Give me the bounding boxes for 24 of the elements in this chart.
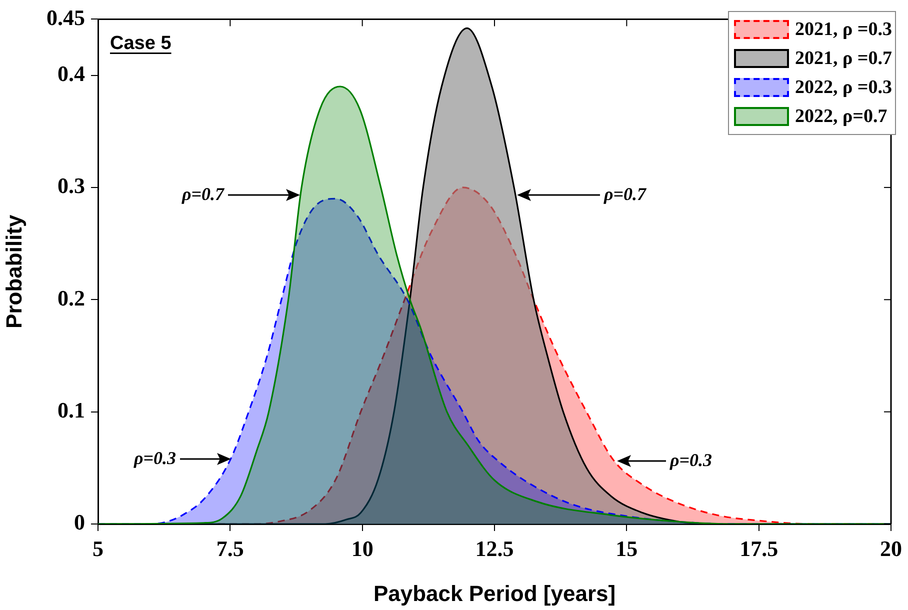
legend-label: 2022, ρ=0.7 <box>795 106 888 128</box>
legend-label: 2021, ρ =0.7 <box>795 48 892 70</box>
y-tick-label: 0 <box>74 510 85 535</box>
y-tick-label: 0.3 <box>58 173 85 198</box>
x-tick-label: 15 <box>616 536 638 561</box>
x-tick-label: 20 <box>880 536 902 561</box>
x-tick-label: 17.5 <box>740 536 778 561</box>
annotation: ρ=0.7 <box>182 184 224 204</box>
annotation: ρ=0.3 <box>134 448 176 468</box>
legend-label: 2021, ρ =0.3 <box>795 18 892 40</box>
y-tick-label: 0.45 <box>46 4 85 30</box>
annotation: Case 5 <box>110 33 172 54</box>
y-tick-label: 0.1 <box>58 398 85 423</box>
x-tick-label: 5 <box>92 536 104 561</box>
y-axis-title: Probability <box>1 214 26 328</box>
x-tick-label: 7.5 <box>216 536 244 561</box>
annotation: ρ=0.3 <box>670 450 712 470</box>
x-tick-label: 12.5 <box>475 536 514 561</box>
x-tick-label: 10 <box>351 536 374 561</box>
y-tick-label: 0.4 <box>58 60 85 86</box>
x-axis-title: Payback Period [years] <box>373 580 616 606</box>
y-tick-label: 0.2 <box>58 285 85 310</box>
annotation: ρ=0.7 <box>604 184 646 204</box>
legend-label: 2022, ρ =0.3 <box>795 76 892 98</box>
